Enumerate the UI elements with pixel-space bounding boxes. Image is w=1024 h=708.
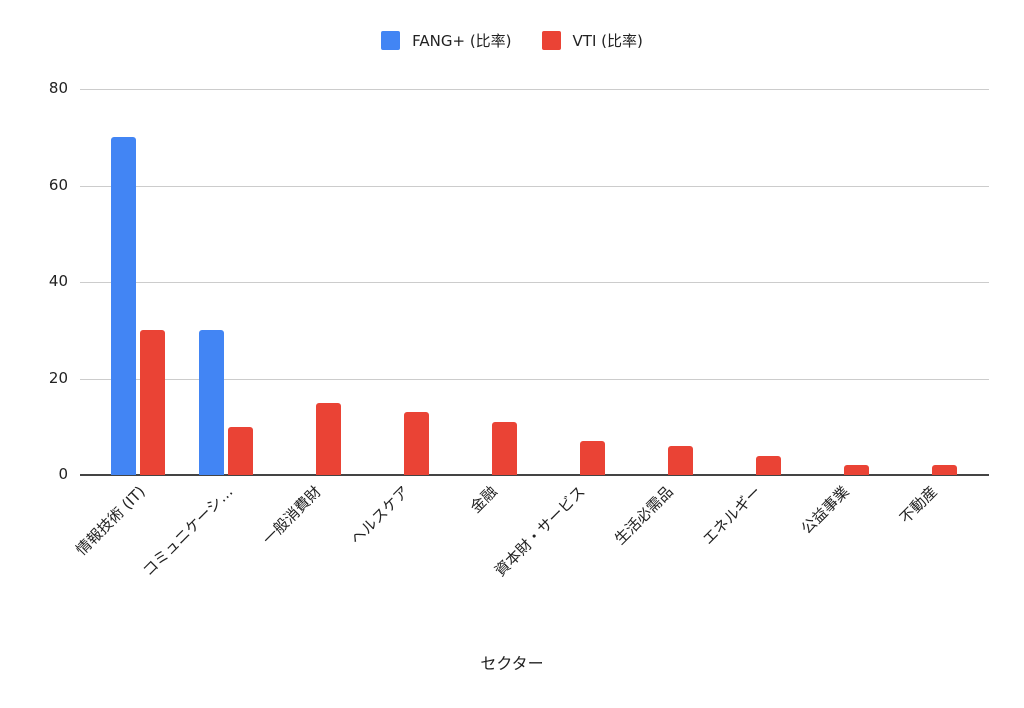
y-tick-label: 80 [48, 79, 68, 97]
bar-fang[interactable] [111, 137, 136, 475]
bar-vti[interactable] [316, 402, 341, 475]
chart-legend: FANG+ (比率) VTI (比率) [0, 30, 1024, 51]
bar-vti[interactable] [668, 446, 693, 475]
x-axis-line [80, 474, 989, 476]
legend-item-fang[interactable]: FANG+ (比率) [381, 30, 512, 51]
bar-vti[interactable] [492, 421, 517, 475]
bar-vti[interactable] [844, 465, 869, 475]
bar-vti[interactable] [580, 441, 605, 475]
x-axis-title: セクター [480, 654, 544, 673]
bar-vti[interactable] [932, 465, 957, 475]
y-tick-label: 40 [48, 272, 68, 290]
bar-vti[interactable] [404, 412, 429, 475]
bar-vti[interactable] [228, 426, 253, 475]
x-tick-label: 不動産 [896, 482, 941, 528]
x-tick-label: 資本財・サービス [491, 482, 589, 581]
legend-label-vti: VTI (比率) [572, 32, 643, 50]
bar-fang[interactable] [199, 330, 224, 475]
legend-swatch-fang [381, 31, 401, 50]
gridline [80, 282, 989, 283]
x-tick-label: 金融 [466, 482, 501, 517]
x-tick-label: 一般消費財 [258, 482, 325, 549]
y-tick-label: 0 [58, 465, 68, 483]
bar-vti[interactable] [140, 330, 165, 475]
x-tick-label: 公益事業 [797, 482, 853, 538]
gridline [80, 379, 989, 380]
gridline [80, 89, 989, 90]
legend-item-vti[interactable]: VTI (比率) [541, 30, 643, 51]
x-tick-label: コミュニケーシ… [139, 482, 237, 580]
x-tick-label: 生活必需品 [610, 482, 677, 549]
x-tick-label: 情報技術 (IT) [72, 482, 149, 559]
bar-vti[interactable] [756, 455, 781, 475]
x-tick-label: エネルギー [698, 482, 765, 549]
y-tick-label: 60 [48, 176, 68, 194]
legend-label-fang: FANG+ (比率) [412, 32, 512, 50]
gridline [80, 186, 989, 187]
legend-swatch-vti [541, 31, 561, 50]
y-tick-label: 20 [48, 369, 68, 387]
x-tick-label: ヘルスケア [346, 482, 413, 549]
